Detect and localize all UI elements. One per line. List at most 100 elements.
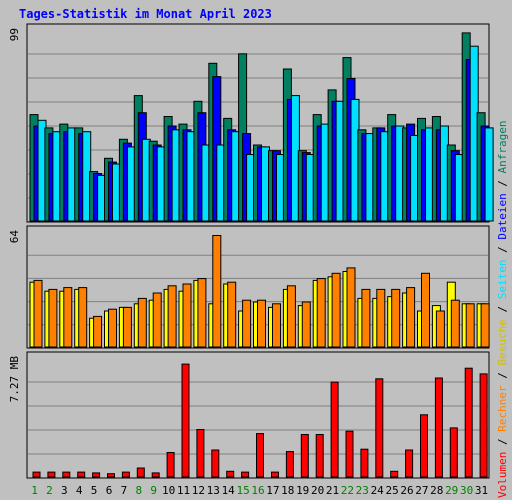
x-tick-label: 13 xyxy=(207,484,220,497)
bar-rechner-day-16 xyxy=(257,299,266,348)
bar-volumen-day-9 xyxy=(151,472,160,478)
bar-volumen-day-15 xyxy=(241,471,250,478)
bar-rechner-day-5 xyxy=(93,315,103,348)
x-tick-label: 27 xyxy=(415,484,428,497)
legend-separator: / xyxy=(496,173,509,193)
legend-entry-dateien: Dateien xyxy=(496,193,509,239)
bar-volumen-day-13 xyxy=(211,449,220,478)
x-tick-label: 16 xyxy=(251,484,264,497)
bar-volumen-day-5 xyxy=(92,472,101,478)
bar-rechner-day-30 xyxy=(465,303,475,348)
panel-max-label: 7.27 MB xyxy=(8,356,21,403)
bar-rechner-day-27 xyxy=(421,272,430,348)
bar-rechner-day-9 xyxy=(152,292,162,348)
bar-volumen-day-30 xyxy=(464,367,473,478)
panel-bottom: 7.27 MB xyxy=(8,351,490,479)
chart-panels: 99 64 7.27 MB xyxy=(8,23,494,479)
legend-entry-besuche: Besuche xyxy=(496,319,509,365)
legend-entry-anfragen: Anfragen xyxy=(496,120,509,173)
x-tick-label: 5 xyxy=(91,484,98,497)
bar-volumen-day-25 xyxy=(390,470,399,478)
x-tick-label: 26 xyxy=(400,484,413,497)
legend-separator: / xyxy=(496,240,509,260)
bar-rechner-day-21 xyxy=(331,272,341,348)
legend-separator: / xyxy=(496,299,509,319)
bar-volumen-day-12 xyxy=(196,429,205,478)
bar-volumen-day-3 xyxy=(62,471,71,478)
x-tick-label: 19 xyxy=(296,484,309,497)
x-tick-label: 10 xyxy=(162,484,175,497)
bar-rechner-day-20 xyxy=(316,278,326,348)
bar-rechner-day-10 xyxy=(167,285,177,348)
bar-rechner-day-31 xyxy=(480,303,490,348)
legend-entry-seiten: Seiten xyxy=(496,260,509,300)
bar-rechner-day-11 xyxy=(182,283,192,348)
bar-volumen-day-26 xyxy=(405,449,414,478)
bar-rechner-day-12 xyxy=(197,278,207,348)
bar-rechner-day-1 xyxy=(33,279,43,348)
bar-volumen-day-2 xyxy=(47,471,56,478)
bar-rechner-day-17 xyxy=(272,303,281,348)
bar-rechner-day-28 xyxy=(435,310,445,348)
bar-volumen-day-6 xyxy=(107,473,115,478)
bar-volumen-day-20 xyxy=(315,434,324,478)
x-tick-label: 12 xyxy=(192,484,205,497)
x-tick-label: 17 xyxy=(266,484,279,497)
panel-middle: 64 xyxy=(8,225,490,349)
x-tick-label: 9 xyxy=(150,484,157,497)
bar-rechner-day-22 xyxy=(346,267,356,348)
bar-rechner-day-2 xyxy=(48,288,58,348)
bar-rechner-day-26 xyxy=(406,287,416,348)
legend-separator: / xyxy=(496,366,509,386)
x-tick-label: 29 xyxy=(445,484,458,497)
x-tick-label: 15 xyxy=(236,484,249,497)
bar-volumen-day-14 xyxy=(226,470,235,478)
x-tick-label: 11 xyxy=(177,484,190,497)
bar-volumen-day-21 xyxy=(330,381,339,478)
legend-separator: / xyxy=(496,432,509,452)
x-tick-label: 3 xyxy=(61,484,68,497)
chart-legend: Volumen / Rechner / Besuche / Seiten / D… xyxy=(496,120,509,498)
chart-title: Tages-Statistik im Monat April 2023 xyxy=(19,7,272,21)
legend-entry-volumen: Volumen xyxy=(496,452,509,498)
x-tick-label: 24 xyxy=(371,484,385,497)
bar-rechner-day-8 xyxy=(137,297,147,348)
bar-volumen-day-19 xyxy=(300,434,309,478)
bar-rechner-day-23 xyxy=(361,288,371,348)
bar-volumen-day-29 xyxy=(449,427,458,478)
x-tick-label: 4 xyxy=(76,484,83,497)
bar-volumen-day-17 xyxy=(271,471,279,478)
legend-text: Volumen / Rechner / Besuche / Seiten / D… xyxy=(496,120,509,498)
panel-max-label: 64 xyxy=(8,230,21,244)
x-tick-label: 28 xyxy=(430,484,443,497)
bar-rechner-day-24 xyxy=(376,288,386,348)
x-tick-label: 20 xyxy=(311,484,324,497)
bar-volumen-day-11 xyxy=(181,363,190,478)
bar-volumen-day-10 xyxy=(166,452,175,478)
legend-entry-rechner: Rechner xyxy=(496,385,509,432)
bar-rechner-day-18 xyxy=(286,285,296,348)
x-tick-label: 21 xyxy=(326,484,339,497)
bar-rechner-day-29 xyxy=(450,299,460,348)
bar-rechner-day-14 xyxy=(227,281,237,348)
x-tick-label: 8 xyxy=(135,484,142,497)
x-tick-label: 7 xyxy=(121,484,128,497)
panel-max-label: 99 xyxy=(8,28,21,41)
bar-volumen-day-7 xyxy=(121,471,130,478)
bar-volumen-day-18 xyxy=(285,451,294,478)
bar-volumen-day-22 xyxy=(345,430,354,478)
x-tick-label: 2 xyxy=(46,484,53,497)
panel-top: 99 xyxy=(8,23,494,223)
bar-volumen-day-16 xyxy=(256,433,264,478)
bar-rechner-day-15 xyxy=(242,299,252,348)
x-tick-label: 31 xyxy=(475,484,488,497)
bar-rechner-day-25 xyxy=(391,288,401,348)
x-tick-label: 18 xyxy=(281,484,294,497)
bar-volumen-day-28 xyxy=(434,377,443,478)
bar-rechner-day-6 xyxy=(108,308,117,348)
x-tick-label: 1 xyxy=(31,484,38,497)
bar-volumen-day-1 xyxy=(32,471,41,478)
bar-volumen-day-24 xyxy=(375,378,384,478)
bar-volumen-day-4 xyxy=(77,471,86,478)
